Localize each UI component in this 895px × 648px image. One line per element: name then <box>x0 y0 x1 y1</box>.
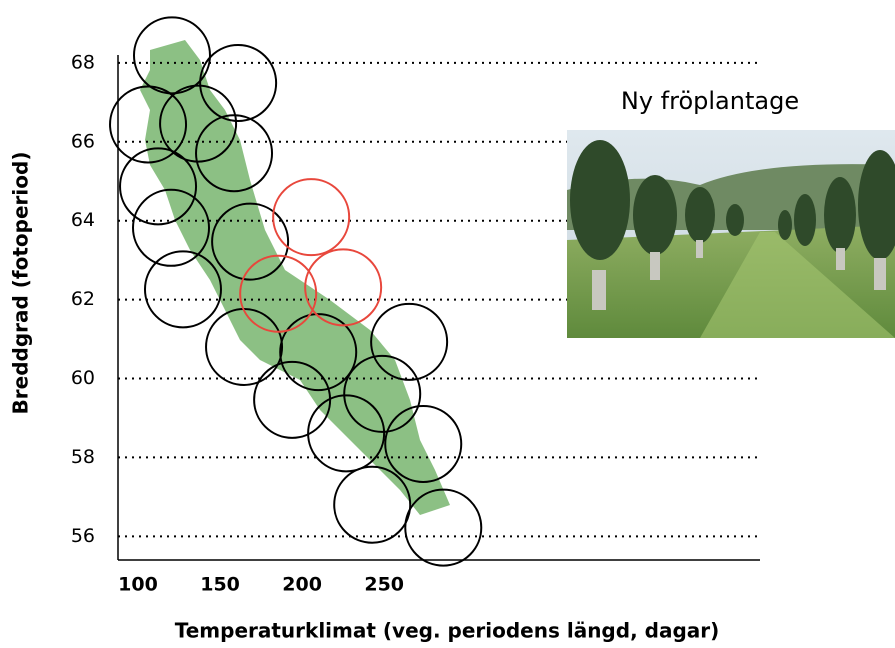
zone-circle <box>132 188 211 267</box>
zone-circle <box>307 394 386 473</box>
y-tick-label: 60 <box>71 367 95 389</box>
zone-circle <box>195 114 274 193</box>
zone-circle <box>333 465 412 544</box>
zone-circle <box>211 202 290 281</box>
zone-circle <box>199 44 278 123</box>
x-tick-label: 250 <box>364 574 404 596</box>
zone-circle <box>159 84 238 163</box>
y-tick-label: 68 <box>71 51 95 73</box>
zone-circle <box>370 302 449 381</box>
annotation: Ny fröplantage <box>621 87 799 115</box>
x-axis-label: Temperaturklimat (veg. periodens längd, … <box>175 619 720 643</box>
y-axis-label: Breddgrad (fotoperiod) <box>9 152 33 415</box>
zone-circle <box>404 488 483 567</box>
zone-circle <box>343 354 422 433</box>
y-tick-label: 62 <box>71 288 95 310</box>
distribution-area <box>140 40 450 515</box>
zone-circle <box>384 405 463 484</box>
zone-circle <box>279 313 358 392</box>
zone-circle <box>143 250 222 329</box>
x-tick-label: 150 <box>200 574 240 596</box>
zone-circle <box>109 85 188 164</box>
x-tick-label: 100 <box>118 574 158 596</box>
y-tick-label: 66 <box>71 130 95 152</box>
zone-circle <box>272 178 351 257</box>
zone-circle <box>304 248 383 327</box>
zone-circle <box>119 147 198 226</box>
y-tick-label: 56 <box>71 525 95 547</box>
zone-circle <box>239 254 318 333</box>
x-tick-label: 200 <box>282 574 322 596</box>
photo <box>567 130 895 338</box>
y-tick-label: 64 <box>71 209 95 231</box>
zone-circle <box>132 16 211 95</box>
y-tick-label: 58 <box>71 446 95 468</box>
